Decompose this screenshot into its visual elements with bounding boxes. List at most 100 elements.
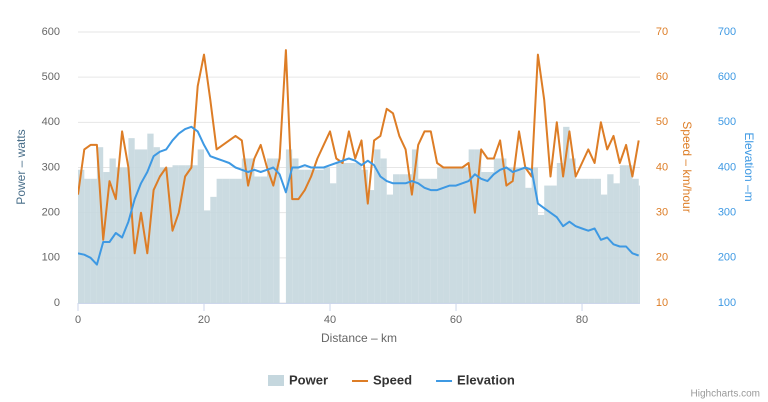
power-step — [569, 158, 576, 303]
legend: Power Speed Elevation — [268, 372, 515, 387]
legend-swatch — [268, 375, 284, 386]
y-axis-title: Power – watts — [14, 129, 28, 204]
power-step — [487, 172, 494, 303]
power-step — [638, 185, 640, 303]
y3-tick-label: 100 — [718, 297, 736, 309]
power-step — [594, 178, 601, 303]
power-step — [210, 196, 217, 303]
power-step — [550, 185, 557, 303]
power-step — [456, 167, 463, 303]
legend-item[interactable]: Power — [268, 372, 328, 387]
y2-tick-label: 30 — [656, 207, 668, 219]
power-step — [166, 167, 173, 303]
power-step — [90, 178, 97, 303]
power-step — [474, 149, 482, 303]
y3-tick-label: 700 — [718, 26, 736, 38]
power-step — [449, 167, 457, 303]
power-step — [393, 174, 400, 303]
y2-axis-title: Speed – km/hour — [680, 121, 694, 212]
credits[interactable]: Highcharts.com — [691, 389, 760, 400]
x-tick-label: 20 — [198, 314, 210, 326]
power-step — [582, 178, 589, 303]
series-line — [78, 125, 640, 266]
power-step — [96, 147, 104, 303]
power-step — [260, 176, 268, 303]
power-step — [525, 187, 532, 303]
power-step — [619, 165, 627, 303]
power-step — [424, 178, 431, 303]
power-step — [323, 167, 331, 303]
power-step — [493, 158, 501, 303]
axes: 0100200300400500600102030405060701002003… — [42, 26, 737, 326]
power-step — [563, 126, 570, 303]
power-step — [216, 178, 223, 303]
power-step — [84, 178, 91, 303]
power-step — [235, 178, 242, 303]
power-step — [399, 174, 406, 303]
power-step — [304, 169, 312, 303]
y3-tick-label: 500 — [718, 116, 736, 128]
power-step — [134, 149, 142, 303]
y-tick-label: 0 — [54, 297, 60, 309]
power-step — [267, 158, 274, 303]
y2-tick-label: 70 — [656, 26, 668, 38]
series-line — [78, 49, 640, 255]
power-step — [355, 162, 362, 303]
power-step — [191, 165, 198, 303]
power-step — [298, 169, 305, 303]
power-step — [254, 176, 261, 303]
x-tick-label: 60 — [450, 314, 462, 326]
power-step — [330, 183, 337, 303]
power-step — [248, 158, 255, 303]
power-step — [273, 158, 280, 303]
power-step — [342, 162, 349, 303]
legend-item[interactable]: Speed — [352, 372, 412, 387]
power-step — [361, 169, 368, 303]
y-tick-label: 400 — [42, 116, 60, 128]
power-step — [437, 167, 444, 303]
y3-axis-title: Elevation –m — [742, 132, 756, 201]
power-step — [462, 167, 469, 303]
power-step — [468, 149, 475, 303]
power-step — [103, 172, 110, 303]
power-step — [519, 167, 526, 303]
power-step — [531, 167, 538, 303]
power-step — [374, 149, 381, 303]
power-step — [367, 190, 375, 303]
legend-label: Elevation — [457, 372, 515, 387]
power-step — [411, 149, 419, 303]
power-step — [159, 167, 167, 303]
power-step — [405, 174, 412, 303]
plot-area — [78, 49, 640, 303]
legend-item[interactable]: Elevation — [436, 372, 515, 387]
legend-label: Speed — [373, 372, 412, 387]
power-step — [600, 194, 608, 303]
power-step — [153, 147, 160, 303]
y-tick-label: 200 — [42, 207, 60, 219]
y-tick-label: 500 — [42, 71, 60, 83]
power-step — [613, 183, 620, 303]
y3-tick-label: 600 — [718, 71, 736, 83]
y2-tick-label: 10 — [656, 297, 668, 309]
power-step — [544, 185, 551, 303]
power-step — [109, 158, 116, 303]
power-step — [607, 174, 614, 303]
power-step — [311, 169, 318, 303]
power-step — [204, 210, 211, 303]
power-step — [380, 158, 387, 303]
power-step — [122, 167, 129, 303]
power-step — [386, 194, 394, 303]
x-tick-label: 40 — [324, 314, 336, 326]
y2-tick-label: 20 — [656, 252, 668, 264]
power-step — [178, 165, 186, 303]
power-step — [512, 167, 520, 303]
power-step — [430, 178, 438, 303]
power-step — [632, 178, 639, 303]
power-step — [418, 178, 425, 303]
power-step — [575, 178, 583, 303]
power-step — [336, 162, 343, 303]
power-step — [537, 214, 545, 303]
power-step — [222, 178, 230, 303]
power-step — [588, 178, 595, 303]
